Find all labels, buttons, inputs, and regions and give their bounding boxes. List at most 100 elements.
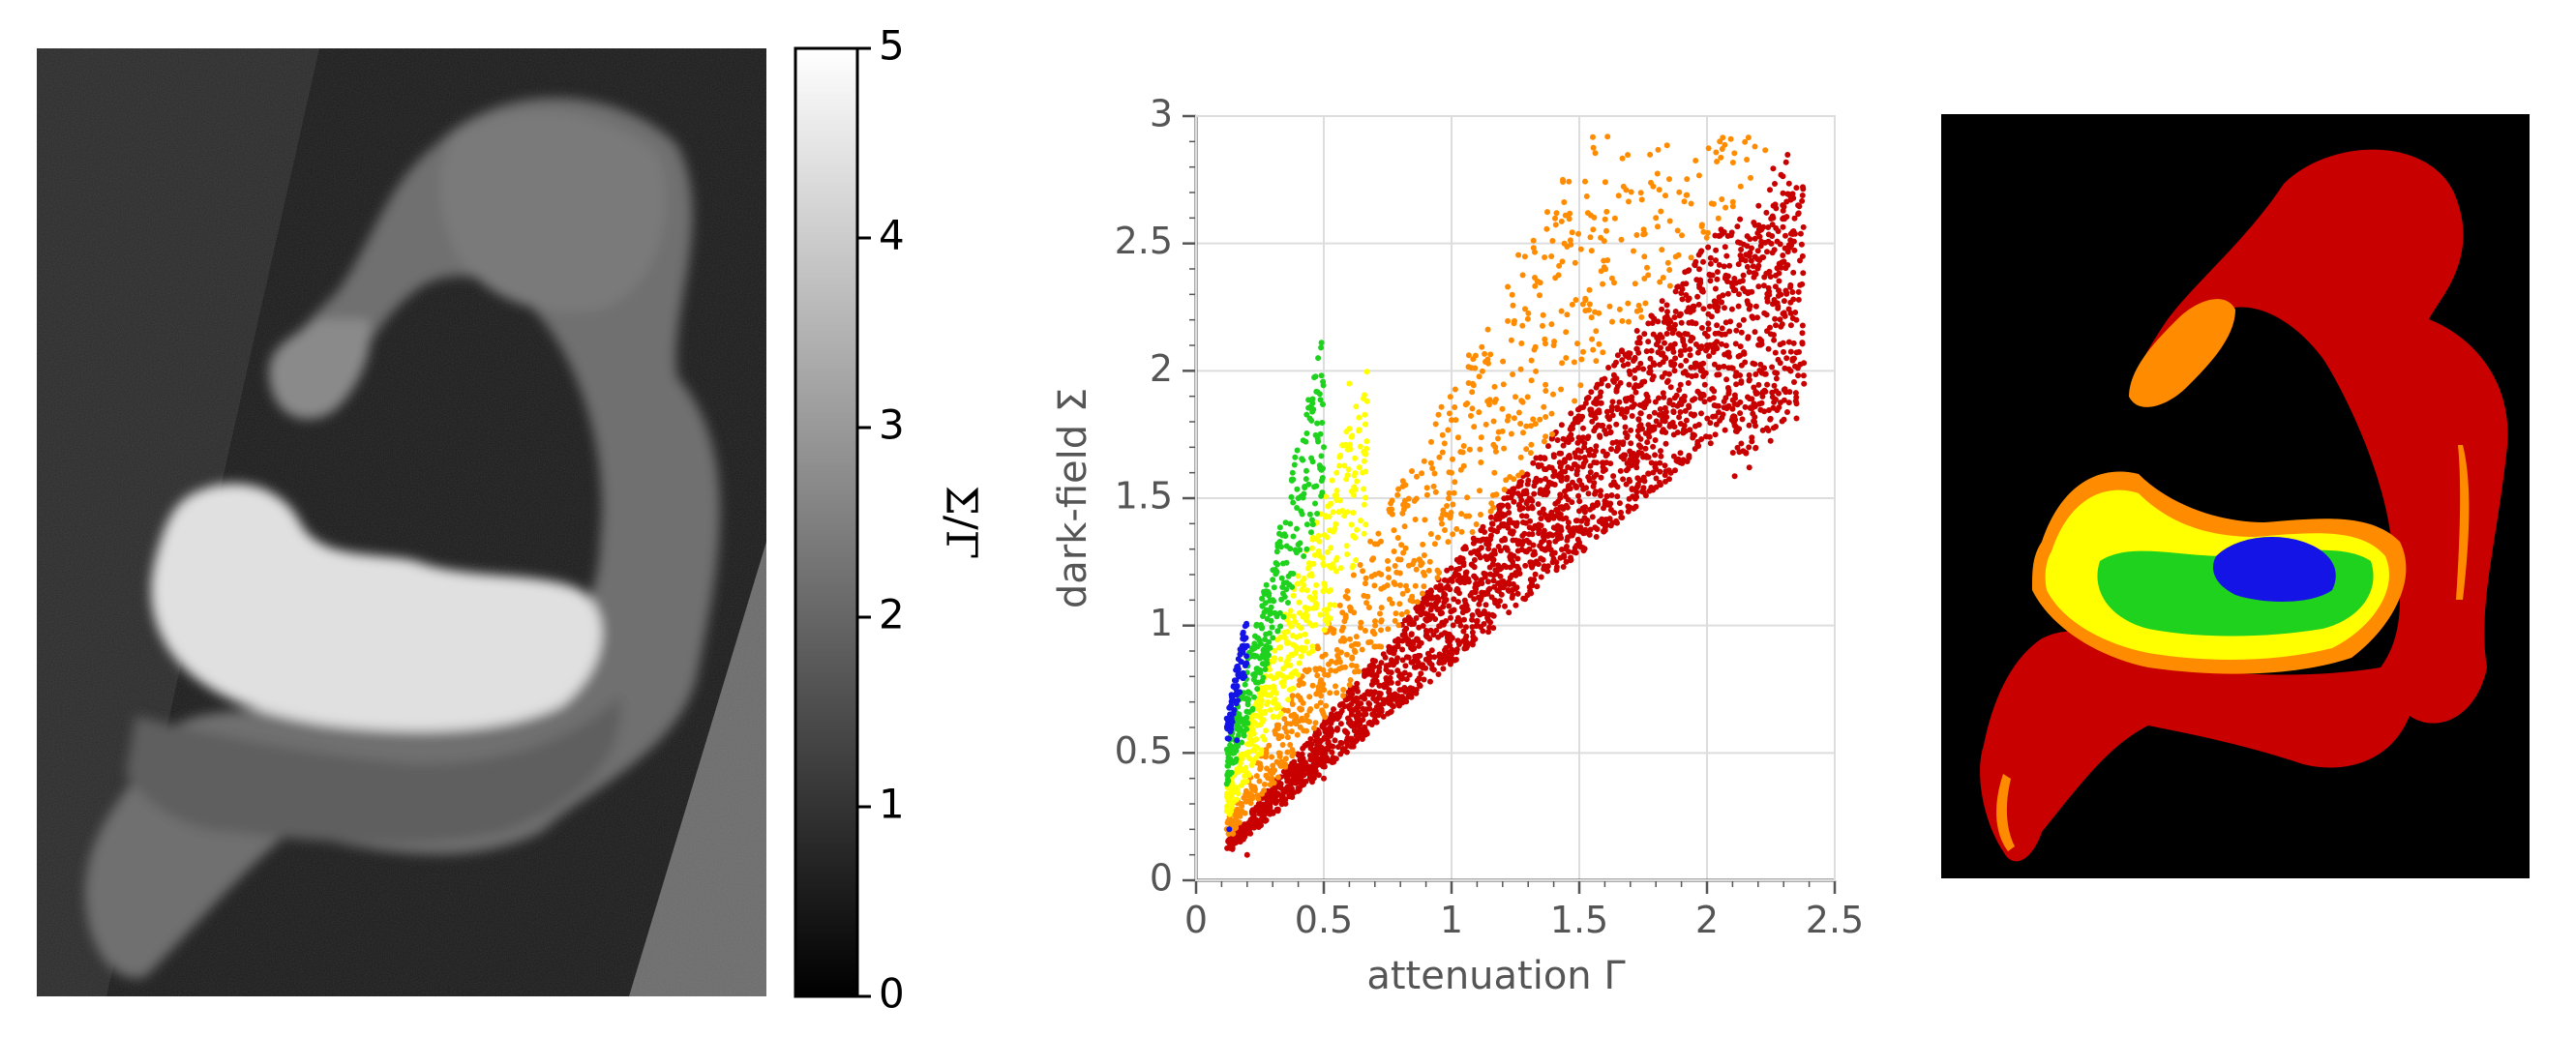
- scatter-point: [1640, 231, 1647, 238]
- scatter-point: [1325, 740, 1332, 747]
- scatter-point: [1303, 467, 1309, 474]
- scatter-point: [1270, 810, 1276, 816]
- scatter-point: [1308, 529, 1314, 536]
- scatter-point: [1333, 497, 1340, 503]
- scatter-point: [1560, 179, 1567, 185]
- scatter-point: [1287, 520, 1294, 527]
- scatter-point: [1617, 379, 1624, 386]
- scatter-point: [1558, 460, 1565, 467]
- scatter-point: [1370, 555, 1377, 562]
- scatter-point: [1797, 230, 1804, 237]
- scatter-point: [1602, 375, 1608, 382]
- scatter-point: [1324, 534, 1331, 541]
- scatter-point: [1733, 372, 1740, 379]
- scatter-point: [1441, 440, 1448, 447]
- scatter-point: [1427, 627, 1434, 634]
- scatter-point: [1348, 521, 1355, 528]
- scatter-point: [1370, 664, 1377, 670]
- scatter-point: [1543, 414, 1549, 420]
- scatter-point: [1401, 523, 1408, 530]
- scatter-point: [1734, 223, 1741, 230]
- scatter-point: [1722, 204, 1729, 211]
- scatter-point: [1560, 564, 1567, 570]
- scatter-point: [1357, 721, 1363, 727]
- scatter-point: [1253, 773, 1260, 780]
- scatter-point: [1499, 537, 1506, 544]
- scatter-point: [1692, 320, 1699, 327]
- scatter-point: [1625, 361, 1632, 368]
- scatter-point: [1453, 525, 1460, 532]
- scatter-point: [1237, 759, 1243, 766]
- scatter-point: [1687, 427, 1693, 433]
- scatter-point: [1363, 580, 1368, 587]
- scatter-point: [1706, 272, 1713, 279]
- scatter-point: [1411, 645, 1418, 652]
- scatter-point: [1674, 458, 1681, 464]
- scatter-point: [1235, 671, 1242, 678]
- scatter-point: [1719, 299, 1724, 306]
- scatter-point: [1569, 301, 1575, 308]
- scatter-point: [1682, 346, 1689, 353]
- scatter-point: [1552, 215, 1558, 222]
- scatter-point: [1740, 316, 1747, 323]
- scatter-point: [1528, 441, 1535, 448]
- scatter-point: [1604, 257, 1611, 263]
- scatter-point: [1765, 231, 1772, 238]
- scatter-point: [1704, 229, 1711, 236]
- scatter-point: [1537, 416, 1543, 423]
- scatter-point: [1729, 198, 1736, 205]
- colorbar-tick-label-1: 1: [879, 781, 905, 828]
- scatter-point: [1571, 359, 1577, 366]
- scatter-point: [1490, 418, 1497, 425]
- scatter-point: [1488, 520, 1495, 527]
- scatter-point: [1677, 450, 1684, 457]
- scatter-point: [1790, 269, 1797, 276]
- scatter-point: [1762, 147, 1769, 154]
- x-tick-label-1: 0.5: [1295, 899, 1353, 941]
- scatter-point: [1624, 460, 1631, 466]
- scatter-point: [1320, 681, 1327, 688]
- scatter-point: [1506, 609, 1513, 616]
- scatter-point: [1657, 459, 1663, 466]
- scatter-point: [1491, 399, 1498, 405]
- scatter-point: [1344, 551, 1351, 557]
- scatter-point: [1327, 615, 1333, 622]
- class-region-orange-edge: [2456, 445, 2470, 600]
- scatter-point: [1477, 488, 1483, 494]
- scatter-point: [1602, 498, 1608, 504]
- scatter-point: [1710, 413, 1717, 420]
- scatter-point: [1701, 330, 1708, 337]
- scatter-point: [1317, 397, 1324, 403]
- scatter-point: [1746, 377, 1752, 384]
- scatter-point: [1469, 529, 1476, 535]
- scatter-point: [1351, 609, 1358, 616]
- scatter-point: [1557, 554, 1564, 561]
- scatter-point: [1270, 786, 1276, 793]
- scatter-point: [1606, 516, 1613, 522]
- scatter-point: [1550, 555, 1557, 562]
- scatter-point: [1777, 341, 1783, 348]
- scatter-point: [1614, 406, 1621, 413]
- scatter-point: [1248, 808, 1255, 815]
- scatter-point: [1510, 302, 1516, 309]
- scatter-point: [1360, 469, 1365, 476]
- scatter-point: [1586, 286, 1593, 293]
- scatter-point: [1435, 634, 1442, 640]
- scatter-point: [1660, 275, 1666, 281]
- scatter-point: [1427, 602, 1434, 608]
- scatter-point: [1449, 469, 1454, 476]
- scatter-point: [1344, 739, 1351, 746]
- scatter-point: [1585, 490, 1592, 497]
- scatter-point: [1596, 341, 1603, 347]
- scatter-point: [1644, 264, 1650, 271]
- scatter-point: [1302, 631, 1308, 637]
- scatter-point: [1530, 542, 1537, 548]
- scatter-point: [1637, 360, 1644, 367]
- scatter-point: [1552, 222, 1559, 228]
- scatter-point: [1719, 325, 1725, 332]
- scatter-point: [1333, 491, 1340, 498]
- scatter-point: [1752, 361, 1758, 368]
- colorbar-gradient: [794, 46, 859, 998]
- scatter-point: [1409, 593, 1416, 600]
- scatter-point: [1775, 356, 1782, 363]
